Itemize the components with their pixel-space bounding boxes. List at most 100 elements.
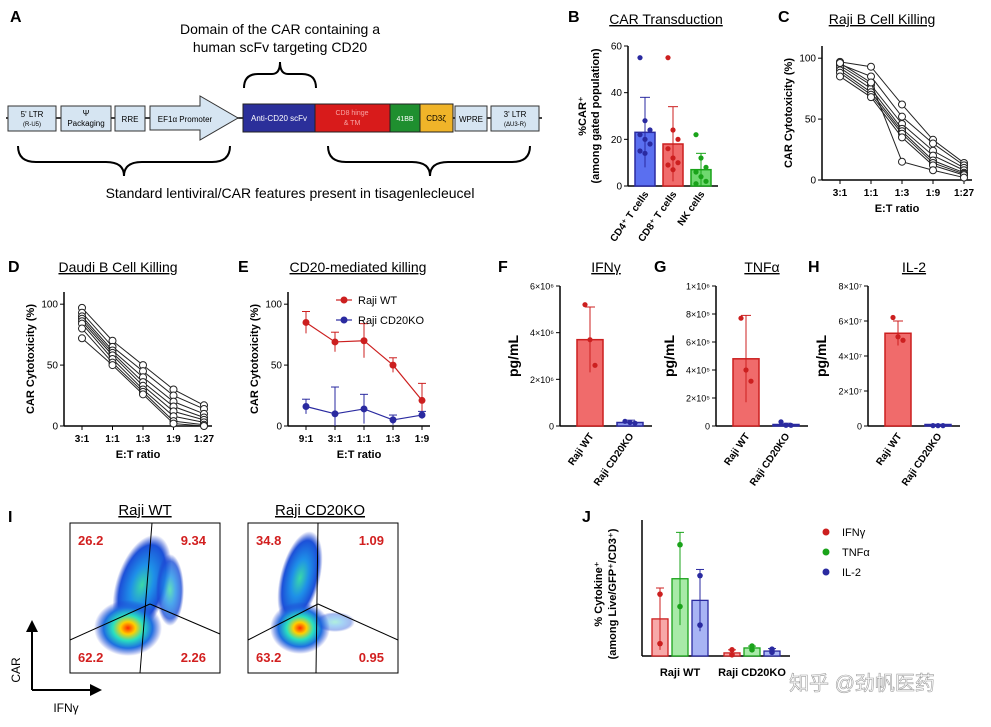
panel-letter-h: H [808,259,820,276]
flow-plot-1-gate-v [139,522,153,674]
data-point [331,338,339,346]
y-axis-label-2: (among Live/GFP⁺/CD3⁺) [607,528,619,659]
data-point [637,132,643,138]
construct-ef1a-arrow [149,95,239,141]
construct-ltr3-label: 3' LTR [504,110,527,119]
y-tick-label: 0 [52,422,58,433]
panel-letter-b: B [568,9,580,26]
panel-i-flow: Raji WT 26.2 9.34 62.2 2.26 Raji CD20KO [9,502,399,715]
x-tick-label: 1:9 [166,434,181,445]
y-axis-label: CAR Cytotoxicity (%) [25,304,37,414]
data-point [637,148,643,154]
data-point [418,411,426,419]
watermark: 知乎 @劲帆医药 [789,672,935,695]
y-axis-label: CAR Cytotoxicity (%) [249,304,261,414]
chart-title: CD20-mediated killing [290,259,427,275]
data-point [769,649,775,656]
x-tick-label: Raji WT [660,667,701,679]
y-axis-label-2: (among gated population) [590,48,602,183]
data-point [665,146,671,152]
legend-label: Raji WT [358,295,397,307]
data-point [703,164,709,170]
data-point [622,418,628,424]
chart-g-tnfa: TNFα 0 2×10⁵ 4×10⁵ 6×10⁵ 8×10⁵ 1×10⁶ pg/mL Raji … [661,259,808,488]
legend-marker [340,316,348,324]
x-tick-label: 1:1 [357,434,372,445]
flow-y-arrowhead [26,620,38,632]
data-point [642,150,648,156]
data-point [670,167,676,173]
data-point [788,422,794,428]
panel-letter-i: I [8,509,12,526]
flow-plot-1-ll: 62.2 [78,650,103,665]
x-tick-label: 1:27 [194,434,214,445]
panel-a-construct: Domain of the CAR containing a human scF… [6,21,542,201]
panel-letter-a: A [10,9,22,26]
legend-marker [822,568,830,576]
x-tick-label: 1:9 [926,188,941,199]
flow-plot-1-ur: 9.34 [181,533,207,548]
data-point [657,591,663,597]
data-point [898,157,906,166]
data-point [698,155,704,161]
construct-psi-box [60,105,112,132]
data-point [675,136,681,142]
chart-e-cd20-killing: CD20-mediated killing 0 50 100 CAR Cytotoxic… [249,259,430,461]
y-tick-label: 2×10⁷ [838,387,862,397]
construct-cd3z-label: CD3ζ [426,114,446,123]
flow-plot-1-ul: 26.2 [78,533,103,548]
data-point [778,419,784,425]
x-tick-label: 1:1 [864,188,879,199]
chart-j-cytokine-percent: % Cytokine⁺ (among Live/GFP⁺/CD3⁺) Raji WT… [593,520,870,679]
y-tick-label: 4×10⁵ [686,366,710,376]
bar [884,332,912,427]
chart-title: IL-2 [902,259,926,275]
flow-plot-2-ul: 34.8 [256,533,281,548]
flow-plot-1-gate-left [69,603,151,641]
y-axis-label: CAR Cytotoxicity (%) [783,58,795,168]
x-tick-label: 3:1 [75,434,90,445]
x-axis-label: E:T ratio [337,449,382,461]
flow-title-raji-cd20ko: Raji CD20KO [275,502,365,519]
legend-label: IFNγ [842,527,866,539]
y-tick-label: 50 [805,115,817,126]
y-axis-label: pg/mL [505,335,521,377]
data-point [940,423,946,429]
y-tick-label: 100 [799,54,816,65]
y-axis-label: pg/mL [661,335,677,377]
y-tick-label: 8×10⁷ [838,282,862,292]
data-point [890,314,896,321]
data-point [929,166,937,175]
data-point [929,139,937,148]
data-point [693,132,699,138]
chart-c-raji-killing: Raji B Cell Killing 0 50 100 CAR Cytotoxicit… [783,11,974,215]
data-point [389,361,397,369]
flow-plot-2-ll: 63.2 [256,650,281,665]
construct-bottom-brace-right [327,145,531,177]
x-tick-label: 3:1 [833,188,848,199]
construct-top-label-2: human scFv targeting CD20 [193,39,368,55]
data-point [748,378,754,384]
data-point [900,337,906,343]
y-tick-label: 0 [549,422,554,432]
construct-cd8-box [314,103,391,133]
data-point [738,315,744,321]
chart-title: CAR Transduction [609,11,723,27]
construct-ltr3-box [490,105,540,132]
data-point [587,337,593,343]
construct-ltr5-box [7,105,57,132]
y-tick-label: 100 [41,300,58,311]
construct-wpre-box [454,105,488,132]
construct-cd8-label: CD8 hinge [335,110,368,117]
panel-letter-c: C [778,9,790,26]
construct-psi-label: Ψ [83,109,90,118]
construct-bottom-label: Standard lentiviral/CAR features present… [106,185,475,201]
data-point [647,141,653,147]
y-tick-label: 2×10⁶ [530,375,554,385]
flow-plot-2-ur: 1.09 [359,533,384,548]
legend-marker [822,548,830,556]
data-point [836,72,844,81]
data-point [898,112,906,121]
chart-title: IFNγ [591,259,621,275]
data-point [749,647,755,653]
